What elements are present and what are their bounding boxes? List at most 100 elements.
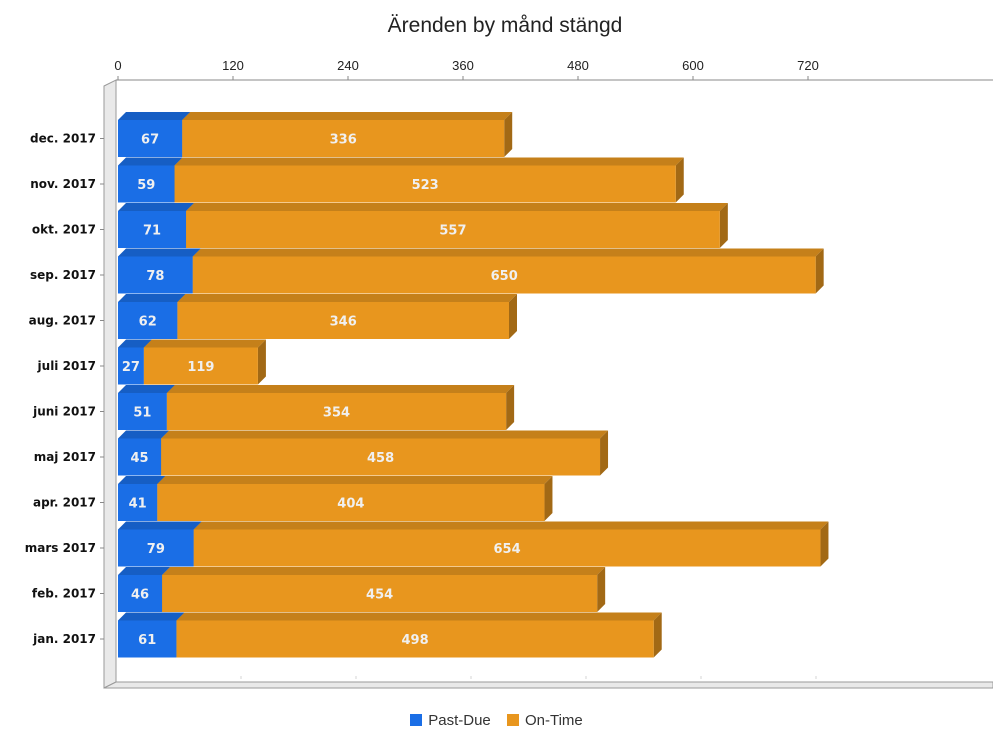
bar-front-face (118, 575, 163, 612)
bar-top-face (192, 248, 824, 257)
legend-label-past-due: Past-Due (428, 712, 491, 729)
category-label: apr. 2017 (33, 496, 96, 510)
x-tick-label: 120 (222, 58, 244, 73)
bar-side-face (509, 294, 517, 339)
bar-front-face (162, 575, 598, 612)
x-tick-label: 480 (567, 58, 589, 73)
bar-top-face (162, 567, 606, 575)
legend-swatch-on-time (506, 714, 519, 726)
bar-top-face (177, 294, 517, 302)
x-tick-label: 720 (797, 58, 819, 73)
bar-on-time (186, 203, 728, 248)
bar-side-face (257, 339, 266, 385)
bar-value-label: 404 (337, 497, 364, 512)
bar-value-label: 336 (330, 133, 357, 148)
bar-on-time (176, 612, 662, 658)
bar-value-label: 354 (323, 406, 350, 421)
category-label: nov. 2017 (30, 177, 96, 191)
bar-side-face (597, 567, 606, 612)
bar-side-face (820, 521, 829, 567)
bar-front-face (118, 211, 187, 248)
bar-value-label: 79 (147, 542, 165, 557)
bar-top-face (143, 339, 266, 348)
bar-value-label: 46 (131, 588, 149, 603)
bar-front-face (176, 620, 654, 658)
x-tick-label: 0 (114, 58, 121, 73)
bar-front-face (186, 211, 720, 248)
bar-side-face (504, 112, 513, 157)
bar-on-time (166, 385, 515, 430)
bar-front-face (118, 484, 158, 521)
bar-top-face (166, 385, 515, 393)
bar-value-label: 523 (412, 178, 439, 193)
category-label: dec. 2017 (30, 132, 96, 146)
bar-value-label: 62 (139, 315, 157, 330)
bar-side-face (675, 157, 684, 203)
bar-on-time (182, 112, 513, 157)
bar-on-time (193, 521, 829, 567)
bar-value-label: 654 (494, 542, 521, 557)
bar-top-face (118, 430, 170, 439)
bar-value-label: 27 (122, 360, 140, 375)
bar-front-face (192, 256, 816, 294)
bar-value-label: 346 (330, 315, 357, 330)
bar-top-face (118, 385, 175, 393)
bar-front-face (193, 529, 821, 567)
bar-on-time (192, 248, 824, 294)
category-label: aug. 2017 (29, 314, 96, 328)
floor (103, 681, 993, 689)
bar-on-time (143, 339, 266, 385)
legend-item-past-due: Past-Due (410, 712, 491, 729)
bar-value-label: 78 (146, 269, 164, 284)
category-label: juli 2017 (37, 359, 96, 373)
bar-front-face (118, 393, 167, 430)
bar-side-face (600, 430, 609, 476)
bar-value-label: 458 (367, 451, 394, 466)
bar-value-label: 119 (187, 360, 214, 375)
bar-past-due (118, 612, 185, 658)
bar-front-face (161, 438, 601, 476)
bar-front-face (177, 302, 509, 339)
bar-front-face (118, 120, 183, 157)
bar-value-label: 650 (491, 269, 518, 284)
bars: 67 336 59 523 71 557 78 650 62 346 27 119 51 354 45 458… (118, 112, 829, 658)
bar-top-face (118, 339, 152, 348)
bar-side-face (653, 612, 662, 658)
left-wall (103, 79, 117, 689)
bar-value-label: 71 (143, 224, 161, 239)
bar-on-time (177, 294, 517, 339)
bar-value-label: 45 (131, 451, 149, 466)
bar-on-time (162, 567, 606, 612)
bar-front-face (157, 484, 545, 521)
bar-side-face (815, 248, 824, 294)
bar-front-face (118, 438, 162, 476)
bar-front-face (143, 347, 258, 385)
bar-front-face (118, 620, 177, 658)
category-label: juni 2017 (32, 405, 96, 419)
bar-value-label: 454 (366, 588, 393, 603)
bar-on-time (174, 157, 684, 203)
bar-front-face (174, 165, 676, 203)
bar-top-face (118, 294, 186, 302)
bar-front-face (118, 165, 175, 203)
chart-plot: 0 120 240 360 480 600 720 dec. 2017 nov. 2017 ok… (25, 58, 993, 689)
x-tick-label: 360 (452, 58, 474, 73)
bar-top-face (118, 612, 185, 621)
bar-front-face (166, 393, 507, 430)
bar-value-label: 67 (141, 133, 159, 148)
bar-top-face (118, 567, 171, 575)
bar-value-label: 557 (439, 224, 466, 239)
legend: Past-Due On-Time (0, 712, 993, 729)
bar-front-face (118, 256, 193, 294)
bar-front-face (118, 529, 194, 567)
bar-value-label: 41 (129, 497, 147, 512)
bar-side-face (719, 203, 728, 248)
legend-item-on-time: On-Time (506, 712, 583, 729)
category-label: feb. 2017 (32, 587, 96, 601)
x-tick-label: 240 (337, 58, 359, 73)
category-label: maj 2017 (34, 450, 96, 464)
x-axis-ticks: 0 120 240 360 480 600 720 (114, 58, 819, 80)
bar-top-face (118, 476, 166, 484)
legend-label-on-time: On-Time (524, 712, 583, 729)
legend-swatch-past-due (410, 714, 423, 726)
